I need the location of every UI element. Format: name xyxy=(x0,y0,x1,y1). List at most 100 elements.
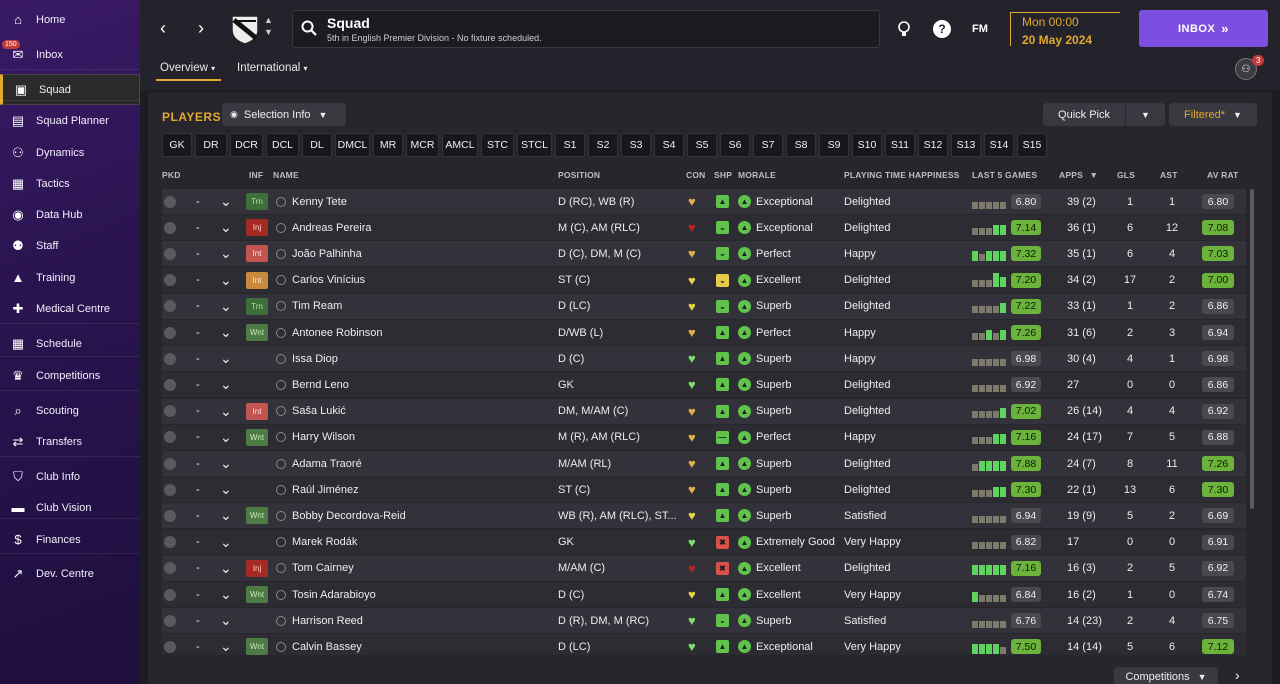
position-filter-s11[interactable]: S11 xyxy=(885,133,915,157)
position-filter-s2[interactable]: S2 xyxy=(588,133,618,157)
col-header-apps[interactable]: APPS ▼ xyxy=(1059,170,1099,180)
position-filter-dmcl[interactable]: DMCL xyxy=(335,133,370,157)
filter-button[interactable]: Filtered* ▼ xyxy=(1169,103,1257,126)
position-filter-s9[interactable]: S9 xyxy=(819,133,849,157)
player-name[interactable]: Issa Diop xyxy=(276,346,546,371)
table-row[interactable]: - ⌄ Inj Tom Cairney M/AM (C) ♥ ✖ ▲ Excellent Deli… xyxy=(162,555,1246,581)
position-filter-dcr[interactable]: DCR xyxy=(230,133,263,157)
position-filter-dr[interactable]: DR xyxy=(195,133,227,157)
sidebar-item-squad-planner[interactable]: ▤ Squad Planner xyxy=(0,105,140,136)
tab-overview[interactable]: Overview ▾ xyxy=(155,62,222,81)
table-scrollbar[interactable] xyxy=(1250,189,1254,509)
sidebar-item-competitions[interactable]: ♛ Competitions xyxy=(0,360,140,391)
pick-toggle[interactable] xyxy=(164,477,178,502)
player-name[interactable]: Calvin Bassey xyxy=(276,634,546,655)
position-filter-mcr[interactable]: MCR xyxy=(406,133,439,157)
chevron-down-icon[interactable]: ⌄ xyxy=(220,271,232,288)
chevron-down-icon[interactable]: ⌄ xyxy=(220,455,232,471)
sidebar-item-squad[interactable]: ▣ Squad xyxy=(0,74,140,105)
pick-toggle[interactable] xyxy=(164,634,178,655)
pick-toggle[interactable] xyxy=(164,503,178,528)
table-row[interactable]: - ⌄ Raúl Jiménez ST (C) ♥ ▲ ▲ Superb Delighted 7.… xyxy=(162,477,1246,503)
table-row[interactable]: - ⌄ Wnt Harry Wilson M (R), AM (RLC) ♥ — ▲ Perfe… xyxy=(162,424,1246,450)
position-filter-dl[interactable]: DL xyxy=(302,133,332,157)
search-bar[interactable]: Squad 5th in English Premier Division - … xyxy=(292,10,880,48)
pick-toggle[interactable] xyxy=(164,320,178,345)
player-name[interactable]: Harrison Reed xyxy=(276,608,546,633)
selection-info-button[interactable]: ◉ Selection Info ▼ xyxy=(222,103,346,126)
table-row[interactable]: - ⌄ Int Carlos Vinícius ST (C) ♥ ⌄ ▲ Excellent De… xyxy=(162,267,1246,293)
table-row[interactable]: - ⌄ Int Saša Lukić DM, M/AM (C) ♥ ▲ ▲ Superb Deli… xyxy=(162,398,1246,424)
player-name[interactable]: Raúl Jiménez xyxy=(276,477,546,502)
chevron-down-icon[interactable]: ▼ xyxy=(1141,109,1150,120)
sidebar-item-data-hub[interactable]: ◉ Data Hub xyxy=(0,199,140,230)
sidebar-item-transfers[interactable]: ⇄ Transfers xyxy=(0,426,140,457)
chevron-down-icon[interactable]: ⌄ xyxy=(220,481,232,498)
table-row[interactable]: - ⌄ Trn Tim Ream D (LC) ♥ ⌄ ▲ Superb Delighted 7.2… xyxy=(162,293,1246,319)
col-header-con[interactable]: CON xyxy=(686,170,706,180)
pick-toggle[interactable] xyxy=(164,556,178,581)
game-date[interactable]: Mon 00:00 20 May 2024 xyxy=(1010,12,1120,47)
chevron-down-icon[interactable]: ⌄ xyxy=(220,533,232,550)
pick-toggle[interactable] xyxy=(164,189,178,214)
trophy-icon[interactable] xyxy=(893,18,915,40)
pick-toggle[interactable] xyxy=(164,451,178,476)
pick-toggle[interactable] xyxy=(164,399,178,424)
chevron-down-icon[interactable]: ⌄ xyxy=(220,245,232,262)
pick-toggle[interactable] xyxy=(164,372,178,397)
position-filter-s4[interactable]: S4 xyxy=(654,133,684,157)
chevron-down-icon[interactable]: ⌄ xyxy=(220,507,232,524)
pick-toggle[interactable] xyxy=(164,582,178,607)
col-header-ast[interactable]: AST xyxy=(1160,170,1178,180)
col-header-pkd[interactable]: PKD xyxy=(162,170,181,180)
chevron-down-icon[interactable]: ⌄ xyxy=(220,376,232,393)
position-filter-s13[interactable]: S13 xyxy=(951,133,981,157)
col-header-name[interactable]: NAME xyxy=(273,170,299,180)
pick-toggle[interactable] xyxy=(164,608,178,633)
chevron-down-icon[interactable]: ⌄ xyxy=(220,324,232,340)
sidebar-item-scouting[interactable]: ⌕ Scouting xyxy=(0,395,140,426)
pick-toggle[interactable] xyxy=(164,425,178,450)
player-name[interactable]: Saša Lukić xyxy=(276,399,546,424)
col-header-shp[interactable]: SHP xyxy=(714,170,733,180)
player-name[interactable]: Harry Wilson xyxy=(276,425,546,450)
position-filter-s5[interactable]: S5 xyxy=(687,133,717,157)
pick-toggle[interactable] xyxy=(164,241,178,266)
sidebar-item-staff[interactable]: ⚉ Staff xyxy=(0,230,140,261)
chevron-down-icon[interactable]: ⌄ xyxy=(220,193,232,209)
sidebar-item-training[interactable]: ▲ Training xyxy=(0,262,140,293)
player-name[interactable]: Tosin Adarabioyo xyxy=(276,582,546,607)
sidebar-item-tactics[interactable]: ▦ Tactics xyxy=(0,168,140,199)
player-name[interactable]: Adama Traoré xyxy=(276,451,546,476)
manager-avatar[interactable]: ⚇ xyxy=(1235,58,1257,80)
table-row[interactable]: - ⌄ Bernd Leno GK ♥ ▲ ▲ Superb Delighted 6.92 27 0 0… xyxy=(162,372,1246,398)
quick-pick-button[interactable]: Quick Pick ▼ xyxy=(1043,103,1165,126)
col-header-inf[interactable]: INF xyxy=(249,170,264,180)
position-filter-s7[interactable]: S7 xyxy=(753,133,783,157)
position-filter-s6[interactable]: S6 xyxy=(720,133,750,157)
sidebar-item-finances[interactable]: $ Finances xyxy=(0,524,140,555)
chevron-down-icon[interactable]: ⌄ xyxy=(220,638,232,655)
chevron-down-icon[interactable]: ⌄ xyxy=(220,428,232,445)
player-name[interactable]: Tim Ream xyxy=(276,294,546,319)
pick-toggle[interactable] xyxy=(164,215,178,240)
position-filter-amcl[interactable]: AMCL xyxy=(442,133,478,157)
table-row[interactable]: - ⌄ Wnt Antonee Robinson D/WB (L) ♥ ▲ ▲ Perfect H… xyxy=(162,320,1246,345)
position-filter-s1[interactable]: S1 xyxy=(555,133,585,157)
pick-toggle[interactable] xyxy=(164,346,178,371)
fm-logo[interactable]: FM xyxy=(972,23,988,35)
position-filter-s3[interactable]: S3 xyxy=(621,133,651,157)
table-row[interactable]: - ⌄ Harrison Reed D (R), DM, M (RC) ♥ ⌄ ▲ Super… xyxy=(162,608,1246,634)
sidebar-item-club-vision[interactable]: ▬ Club Vision xyxy=(0,492,140,523)
sidebar-item-dynamics[interactable]: ⚇ Dynamics xyxy=(0,137,140,168)
position-filter-mr[interactable]: MR xyxy=(373,133,403,157)
club-crest-icon[interactable] xyxy=(228,12,262,46)
player-name[interactable]: Antonee Robinson xyxy=(276,320,546,345)
col-header-happiness[interactable]: PLAYING TIME HAPPINESS xyxy=(844,170,960,180)
sidebar-item-medical-centre[interactable]: ✚ Medical Centre xyxy=(0,293,140,324)
table-row[interactable]: - ⌄ Wnt Calvin Bassey D (LC) ♥ ▲ ▲ Exceptional Ve… xyxy=(162,634,1246,655)
sidebar-item-club-info[interactable]: ⛉ Club Info xyxy=(0,461,140,492)
chevron-down-icon[interactable]: ⌄ xyxy=(220,402,232,419)
position-filter-s14[interactable]: S14 xyxy=(984,133,1014,157)
sidebar-item-dev-centre[interactable]: ↗ Dev. Centre xyxy=(0,558,140,589)
